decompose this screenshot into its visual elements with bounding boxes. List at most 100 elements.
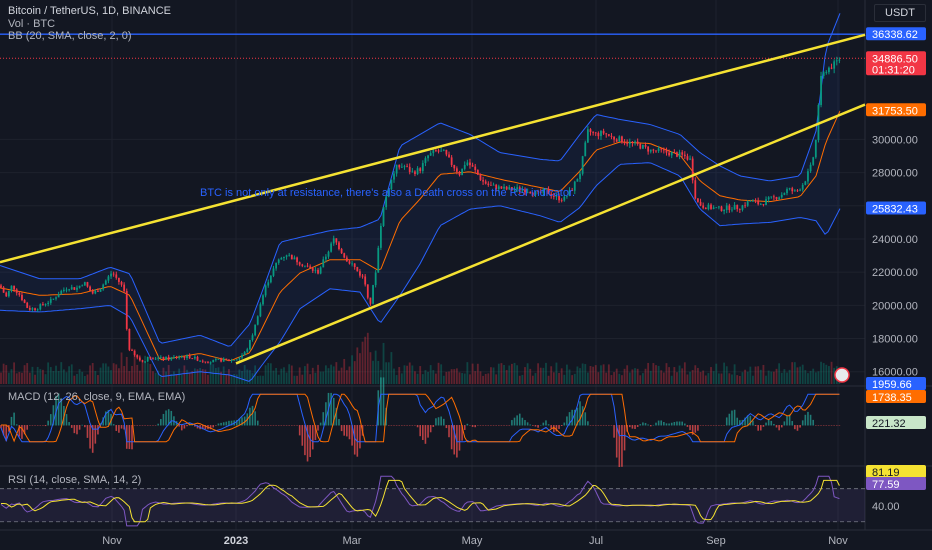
volume-bar	[440, 364, 443, 384]
volume-legend[interactable]: Vol · BTC	[8, 18, 55, 30]
volume-bar	[723, 362, 726, 384]
macd-histogram-bar	[579, 401, 581, 426]
volume-bar	[272, 370, 275, 384]
candle-body	[715, 207, 718, 209]
volume-bar	[558, 372, 560, 384]
volume-bar	[783, 369, 786, 384]
candle-body	[634, 141, 636, 143]
macd-histogram-bar	[367, 425, 369, 426]
candle-body	[62, 289, 65, 291]
candle-body	[717, 206, 720, 208]
candle-body	[490, 184, 492, 186]
volume-bar	[796, 367, 799, 384]
volume-bar	[207, 374, 209, 384]
macd-histogram-bar	[238, 418, 241, 426]
candle-body	[398, 164, 401, 168]
macd-histogram-bar	[52, 405, 55, 426]
macd-histogram-bar	[406, 425, 408, 426]
volume-bar	[356, 347, 359, 384]
macd-histogram-bar	[0, 425, 2, 429]
volume-bar	[78, 369, 81, 384]
macd-histogram-bar	[571, 409, 573, 426]
macd-histogram-bar	[492, 425, 495, 426]
volume-bar	[110, 370, 112, 384]
candle-body	[275, 262, 277, 269]
rsi-legend[interactable]: RSI (14, close, SMA, 14, 2)	[8, 474, 141, 486]
volume-bar	[613, 372, 615, 384]
macd-histogram-bar	[511, 420, 513, 426]
bb-legend[interactable]: BB (20, SMA, close, 2, 0)	[8, 30, 132, 42]
candle-body	[70, 287, 73, 290]
candle-body	[304, 265, 306, 267]
macd-histogram-bar	[471, 425, 474, 427]
macd-histogram-bar	[466, 423, 469, 426]
volume-bar	[91, 362, 94, 384]
macd-histogram-bar	[364, 425, 366, 426]
bb-upper-band	[0, 13, 841, 347]
countdown-label: 01:31:20	[872, 64, 915, 76]
time-tick-label: May	[462, 535, 483, 547]
macd-histogram-bar	[539, 424, 542, 426]
candle-body	[673, 152, 676, 153]
macd-histogram-bar	[576, 407, 579, 426]
candle-body	[283, 256, 285, 259]
candle-body	[770, 196, 773, 198]
volume-bar	[524, 367, 526, 384]
candle-body	[537, 191, 539, 192]
volume-bar	[42, 369, 44, 384]
macd-histogram-bar	[689, 425, 691, 431]
chart-annotation[interactable]: BTC is not only at resistance, there's a…	[200, 187, 575, 199]
volume-bar	[778, 363, 781, 384]
volume-bar	[647, 362, 650, 384]
candle-body	[136, 355, 139, 358]
candle-body	[141, 360, 144, 362]
volume-bar	[754, 366, 757, 384]
candle-body	[626, 143, 629, 145]
volume-bar	[814, 372, 817, 384]
macd-histogram-bar	[474, 425, 477, 428]
candle-body	[154, 358, 157, 360]
volume-bar	[0, 372, 2, 384]
symbol-legend[interactable]: Bitcoin / TetherUS, 1D, BINANCE	[8, 5, 171, 17]
candle-body	[660, 148, 663, 150]
macd-histogram-bar	[346, 425, 348, 437]
volume-bar	[259, 375, 262, 384]
symbol-title: Bitcoin / TetherUS, 1D, BINANCE	[8, 5, 172, 17]
volume-bar	[159, 374, 162, 384]
candle-body	[319, 267, 322, 274]
volume-bar	[435, 373, 437, 384]
macd-histogram-bar	[825, 425, 828, 426]
macd-histogram-bar	[621, 425, 623, 467]
candle-body	[550, 193, 553, 197]
macd-histogram-bar	[670, 422, 673, 426]
candle-body	[458, 171, 461, 176]
volume-bar	[201, 369, 204, 384]
volume-bar	[694, 365, 697, 384]
macd-histogram-bar	[807, 411, 809, 426]
volume-bar	[165, 371, 167, 384]
macd-legend[interactable]: MACD (12, 26, close, 9, EMA, EMA)	[8, 391, 185, 403]
candle-body	[529, 192, 532, 194]
currency-unit-button[interactable]: USDT	[874, 4, 926, 22]
volume-bar	[699, 372, 702, 384]
candle-body	[707, 204, 710, 210]
volume-bar	[403, 365, 406, 384]
candle-body	[597, 132, 600, 137]
candle-body	[500, 186, 503, 189]
candle-body	[455, 168, 458, 172]
volume-bar	[62, 369, 65, 384]
candle-body	[631, 141, 634, 143]
price-label-box	[866, 27, 926, 41]
horizontal-line[interactable]	[0, 33, 865, 59]
macd-histogram-bar	[125, 425, 128, 449]
candle-body	[335, 238, 338, 243]
candle-body	[767, 197, 770, 200]
macd-histogram-bar	[422, 425, 424, 440]
volume-bar	[136, 364, 139, 384]
trendlines[interactable]	[0, 33, 866, 365]
volume-bar	[807, 373, 809, 384]
volume-bar	[235, 374, 238, 384]
macd-histogram-bar	[760, 425, 762, 431]
candle-body	[99, 289, 102, 292]
